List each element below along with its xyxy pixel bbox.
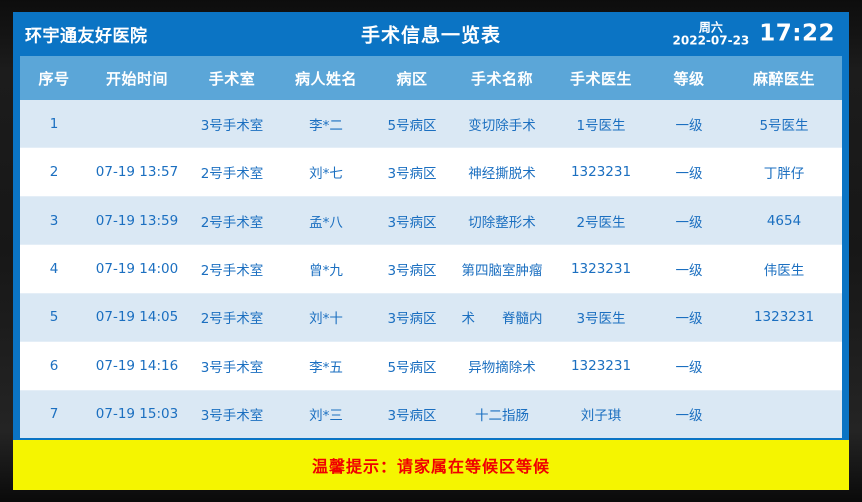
column-header-2: 手术室 [208, 69, 256, 88]
cell-level: 一级 [675, 359, 703, 376]
cell-level: 一级 [675, 311, 703, 328]
cell-anesthetist: 1323231 [753, 309, 815, 326]
table-row[interactable]: 2 07-19 13:57 2号手术室 刘*七 3号病区 神经撕脱术 1323231 一级 丁胖… [20, 148, 842, 197]
cell-surgery-name: 神经撕脱术 [468, 166, 536, 183]
cell-seq: 1 [49, 115, 59, 132]
cell-ward: 3号病区 [387, 214, 437, 231]
notice-bar: 温馨提示：请家属在等候区等候 [13, 438, 849, 490]
cell-start-time: 07-19 13:59 [95, 212, 179, 229]
column-header-3: 病人姓名 [294, 69, 357, 88]
cell-patient-name: 李*五 [309, 359, 343, 376]
table-row[interactable]: 1 3号手术室 李*二 5号病区 变切除手术 1号医生 一级 5号医生 手术中 [20, 100, 842, 149]
cell-ward: 3号病区 [387, 262, 437, 279]
cell-surgeon: 2号医生 [576, 214, 626, 231]
cell-status: 手术中 [838, 211, 842, 231]
cell-patient-name: 刘*十 [309, 311, 343, 328]
cell-status: 手术中 [838, 114, 842, 134]
notice-text: 温馨提示：请家属在等候区等候 [311, 457, 550, 476]
cell-operating-room: 2号手术室 [200, 262, 264, 279]
cell-anesthetist: 丁胖仔 [763, 166, 805, 183]
cell-start-time: 07-19 13:57 [95, 164, 179, 181]
cell-seq: 2 [49, 164, 59, 181]
column-header-6: 手术医生 [569, 69, 632, 88]
cell-anesthetist: 4654 [766, 212, 802, 229]
table-row[interactable]: 7 07-19 15:03 3号手术室 刘*三 3号病区 十二指肠 刘子琪 一级 手术中 [20, 390, 842, 438]
cell-seq: 7 [49, 406, 59, 423]
cell-ward: 3号病区 [387, 166, 437, 183]
date-label: 2022-07-23 [672, 33, 750, 47]
cell-operating-room: 2号手术室 [200, 311, 264, 328]
cell-surgeon: 1323231 [570, 260, 632, 277]
cell-surgeon: 1323231 [570, 357, 632, 374]
cell-start-time: 07-19 15:03 [95, 406, 179, 423]
cell-operating-room: 3号手术室 [200, 359, 264, 376]
cell-surgery-name: 变切除手术 [468, 117, 536, 134]
cell-status: 手术中 [838, 356, 842, 376]
column-header-5: 手术名称 [470, 69, 533, 88]
surgery-board-app: 环宇通友好医院 手术信息一览表 周六 2022-07-23 17:22 序号 开始… [13, 12, 849, 490]
cell-surgery-name: 十二指肠 [475, 408, 529, 425]
time-label: 17:22 [759, 20, 835, 47]
cell-seq: 5 [49, 309, 59, 326]
cell-surgery-name: 第四脑室肿瘤 [461, 262, 543, 279]
cell-operating-room: 2号手术室 [200, 166, 264, 183]
cell-patient-name: 刘*七 [309, 166, 343, 183]
cell-patient-name: 孟*八 [309, 214, 343, 231]
surgery-table: 序号开始时间手术室病人姓名病区手术名称手术医生等级麻醉医生状态 13号手术室李*… [20, 56, 842, 438]
cell-level: 一级 [675, 117, 703, 134]
cell-seq: 3 [49, 212, 59, 229]
cell-operating-room: 3号手术室 [200, 408, 264, 425]
cell-status: 复苏中 [838, 259, 842, 279]
column-header-9: 状态 [838, 68, 842, 89]
cell-anesthetist: 伟医生 [763, 262, 805, 279]
cell-surgeon: 1号医生 [576, 117, 626, 134]
cell-ward: 3号病区 [387, 408, 437, 425]
page-title: 手术信息一览表 [360, 24, 501, 47]
cell-level: 一级 [675, 408, 703, 425]
table-row[interactable]: 5 07-19 14:05 2号手术室 刘*十 3号病区 术 脊髓内 3号医生 一级 13232… [20, 293, 842, 343]
cell-surgeon: 刘子琪 [580, 408, 622, 425]
table-row[interactable]: 4 07-19 14:00 2号手术室 曾*九 3号病区 第四脑室肿瘤 1323231 一级 伟… [20, 245, 842, 294]
cell-ward: 5号病区 [387, 359, 437, 376]
cell-start-time: 07-19 14:05 [95, 309, 179, 326]
cell-level: 一级 [675, 214, 703, 231]
cell-start-time: 07-19 14:16 [95, 357, 179, 374]
cell-surgeon: 1323231 [570, 164, 632, 181]
cell-status: 手术中 [838, 307, 842, 327]
table-header-row: 序号 开始时间 手术室 病人姓名 病区 手术名称 手术医生 等级 麻醉医生 状态 [20, 56, 842, 100]
cell-status: 手术中 [838, 162, 842, 182]
cell-start-time: 07-19 14:00 [95, 260, 179, 277]
cell-level: 一级 [675, 262, 703, 279]
cell-seq: 4 [49, 260, 59, 277]
cell-surgery-name: 异物摘除术 [468, 359, 536, 376]
cell-patient-name: 李*二 [309, 117, 343, 134]
date-stack: 周六 2022-07-23 [673, 21, 750, 46]
hospital-name: 环宇通友好医院 [25, 26, 148, 47]
cell-ward: 5号病区 [387, 117, 437, 134]
title-bar: 环宇通友好医院 手术信息一览表 周六 2022-07-23 17:22 [13, 12, 849, 56]
cell-patient-name: 刘*三 [309, 408, 343, 425]
cell-anesthetist: 5号医生 [759, 117, 809, 134]
cell-status: 手术中 [838, 404, 842, 424]
cell-surgeon: 3号医生 [576, 311, 626, 328]
cell-surgery-name: 术 脊髓内 [461, 311, 543, 328]
table-row[interactable]: 6 07-19 14:16 3号手术室 李*五 5号病区 异物摘除术 1323231 一级 手术… [20, 342, 842, 391]
cell-operating-room: 3号手术室 [200, 117, 264, 134]
cell-operating-room: 2号手术室 [200, 214, 264, 231]
column-header-7: 等级 [673, 69, 705, 88]
cell-seq: 6 [49, 357, 59, 374]
table-row[interactable]: 3 07-19 13:59 2号手术室 孟*八 3号病区 切除整形术 2号医生 一级 4654 手… [20, 196, 842, 246]
column-header-0: 序号 [38, 69, 70, 88]
column-header-8: 麻醉医生 [752, 69, 815, 88]
weekday-label: 周六 [698, 20, 723, 35]
column-header-4: 病区 [396, 69, 428, 88]
cell-level: 一级 [675, 166, 703, 183]
cell-patient-name: 曾*九 [309, 262, 343, 279]
cell-surgery-name: 切除整形术 [468, 214, 536, 231]
cell-ward: 3号病区 [387, 311, 437, 328]
clock-block: 周六 2022-07-23 17:22 [673, 21, 835, 46]
column-header-1: 开始时间 [105, 69, 168, 88]
